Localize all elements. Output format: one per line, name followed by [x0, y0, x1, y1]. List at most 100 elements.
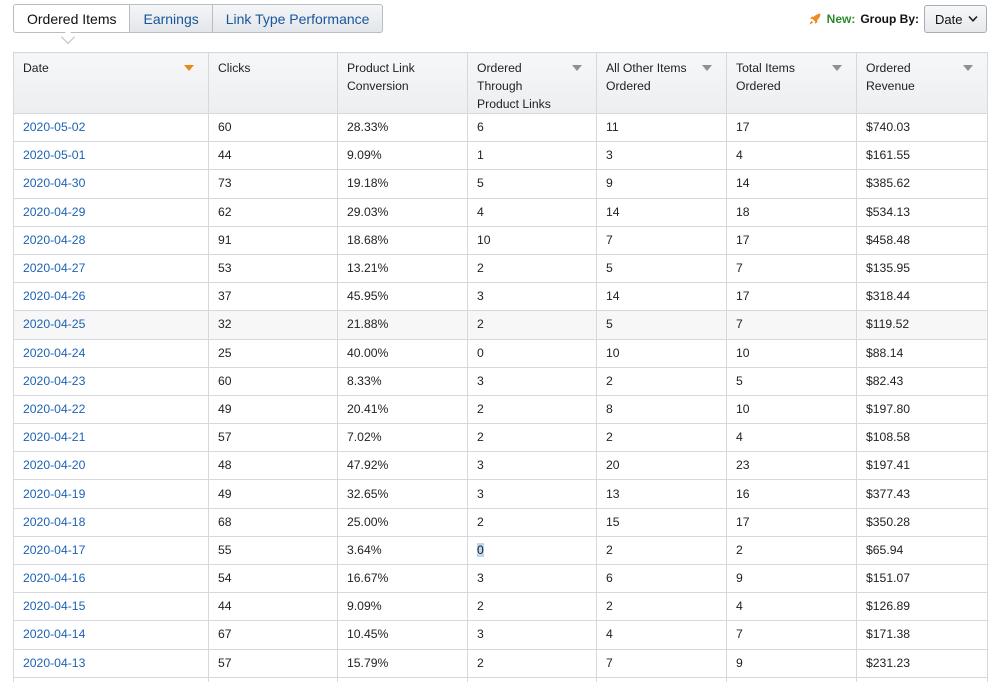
cell-date: 2020-04-30: [13, 169, 209, 199]
column-header-label: Total Items Ordered: [736, 61, 795, 93]
cell-clicks: 37: [208, 282, 338, 312]
date-link[interactable]: 2020-04-26: [23, 289, 86, 304]
table-row: 2020-04-13 57 15.79% 2 7 9 $231.23: [13, 648, 988, 678]
column-header-label: Ordered Through Product Links: [477, 61, 551, 111]
date-link[interactable]: 2020-04-25: [23, 317, 86, 332]
cell-all-other-items-ordered: 2: [596, 592, 727, 622]
column-header-total-items-ordered[interactable]: Total Items Ordered: [726, 52, 857, 114]
cell-ordered-through-product-links: 0: [467, 535, 597, 566]
cell-ordered-revenue: $385.62: [856, 169, 988, 199]
table-row: 2020-04-24 25 40.00% 0 10 10 $88.14: [13, 338, 988, 368]
table-header-row: Date Clicks Product Link Conversion Ordered…: [13, 52, 988, 114]
date-link[interactable]: 2020-04-14: [23, 627, 86, 642]
cell-clicks: 49: [208, 394, 338, 425]
sort-arrow-icon[interactable]: [832, 65, 842, 71]
date-link[interactable]: 2020-04-15: [23, 599, 86, 614]
column-header-product-link-conversion[interactable]: Product Link Conversion: [337, 52, 468, 114]
cell-ordered-revenue: $119.52: [856, 310, 988, 340]
cell-ordered-through-product-links: 5: [467, 169, 597, 199]
cell-product-link-conversion: 45.95%: [337, 282, 468, 312]
date-link[interactable]: 2020-04-29: [23, 204, 86, 219]
column-header-clicks[interactable]: Clicks: [208, 52, 338, 114]
table-row: 2020-04-19 49 32.65% 3 13 16 $377.43: [13, 479, 988, 509]
date-link[interactable]: 2020-04-27: [23, 261, 86, 276]
cell-product-link-conversion: 29.03%: [337, 197, 468, 227]
cell-all-other-items-ordered: 14: [596, 197, 727, 227]
sort-arrow-icon[interactable]: [702, 65, 712, 71]
cell-total-items-ordered: 5: [726, 366, 857, 396]
date-link[interactable]: 2020-04-19: [23, 486, 86, 501]
sort-arrow-icon[interactable]: [184, 65, 194, 71]
sort-arrow-icon[interactable]: [572, 65, 582, 71]
cell-product-link-conversion: 10.45%: [337, 620, 468, 650]
cell-total-items-ordered: 17: [726, 282, 857, 312]
cell-ordered-revenue: $458.48: [856, 225, 988, 255]
date-link[interactable]: 2020-05-01: [23, 148, 86, 163]
cell-clicks: 53: [208, 253, 338, 284]
sort-arrow-icon[interactable]: [963, 65, 973, 71]
cell-product-link-conversion: 9.09%: [337, 141, 468, 171]
cell-ordered-revenue: $197.41: [856, 451, 988, 481]
cell-ordered-through-product-links: 3: [467, 282, 597, 312]
column-header-ordered-revenue[interactable]: Ordered Revenue: [856, 52, 988, 114]
cell-total-items-ordered: 4: [726, 423, 857, 453]
cell-all-other-items-ordered: 5: [596, 310, 727, 340]
column-header-label: Clicks: [218, 61, 251, 75]
cell-total-items-ordered: 17: [726, 507, 857, 537]
cell-date: 2020-05-02: [13, 112, 209, 143]
cell-total-items-ordered: 4: [726, 592, 857, 622]
cell-date: 2020-04-20: [13, 451, 209, 481]
date-link[interactable]: 2020-04-28: [23, 232, 86, 247]
date-link[interactable]: 2020-04-18: [23, 514, 86, 529]
date-link[interactable]: 2020-05-02: [23, 120, 86, 135]
date-link[interactable]: 2020-04-30: [23, 176, 86, 191]
cell-ordered-revenue: $88.14: [856, 338, 988, 368]
cell-ordered-through-product-links: 2: [467, 394, 597, 425]
cell-clicks: 57: [208, 648, 338, 678]
cell-product-link-conversion: 21.88%: [337, 310, 468, 340]
cell-ordered-through-product-links: 2: [467, 592, 597, 622]
cell-ordered-revenue: $65.94: [856, 535, 988, 566]
cell-ordered-revenue: $350.28: [856, 507, 988, 537]
cell-total-items-ordered: 23: [726, 451, 857, 481]
date-link[interactable]: 2020-04-17: [23, 542, 86, 557]
cell-all-other-items-ordered: 2: [596, 535, 727, 566]
report-tabs: Ordered Items Earnings Link Type Perform…: [13, 4, 384, 33]
date-link[interactable]: 2020-04-16: [23, 571, 86, 586]
cell-product-link-conversion: 32.65%: [337, 479, 468, 509]
cell-date: 2020-04-13: [13, 648, 209, 678]
cell-ordered-through-product-links: 3: [467, 479, 597, 509]
cell-clicks: 68: [208, 507, 338, 537]
column-header-all-other-items-ordered[interactable]: All Other Items Ordered: [596, 52, 727, 114]
cell-clicks: 60: [208, 112, 338, 143]
cell-ordered-revenue: $740.03: [856, 112, 988, 143]
new-label: New:: [826, 12, 856, 26]
tab-ordered-items[interactable]: Ordered Items: [13, 4, 131, 33]
date-link[interactable]: 2020-04-24: [23, 345, 86, 360]
table-row: 2020-04-29 62 29.03% 4 14 18 $534.13: [13, 197, 988, 227]
cell-ordered-revenue: $377.43: [856, 479, 988, 509]
cell-clicks: 60: [208, 366, 338, 396]
group-by-select[interactable]: Date: [924, 5, 987, 33]
date-link[interactable]: 2020-04-22: [23, 401, 86, 416]
cell-all-other-items-ordered: 8: [596, 394, 727, 425]
cell-total-items-ordered: 4: [726, 141, 857, 171]
column-header-date[interactable]: Date: [13, 52, 209, 114]
date-link[interactable]: 2020-04-21: [23, 430, 86, 445]
cell-all-other-items-ordered: 2: [596, 366, 727, 396]
cell-ordered-through-product-links: 2: [467, 310, 597, 340]
column-header-ordered-through-product-links[interactable]: Ordered Through Product Links: [467, 52, 597, 114]
tab-earnings[interactable]: Earnings: [130, 4, 213, 33]
cell-total-items-ordered: 10: [726, 338, 857, 368]
date-link[interactable]: 2020-04-20: [23, 458, 86, 473]
tab-link-type-performance[interactable]: Link Type Performance: [212, 4, 384, 33]
cell-ordered-through-product-links: 4: [467, 197, 597, 227]
cell-date: 2020-04-29: [13, 197, 209, 227]
date-link[interactable]: 2020-04-23: [23, 373, 86, 388]
cell-clicks: 31: [208, 676, 338, 682]
cell-product-link-conversion: 9.09%: [337, 592, 468, 622]
date-link[interactable]: 2020-04-13: [23, 655, 86, 670]
cell-clicks: 49: [208, 479, 338, 509]
cell-date: 2020-04-28: [13, 225, 209, 255]
cell-clicks: 67: [208, 620, 338, 650]
